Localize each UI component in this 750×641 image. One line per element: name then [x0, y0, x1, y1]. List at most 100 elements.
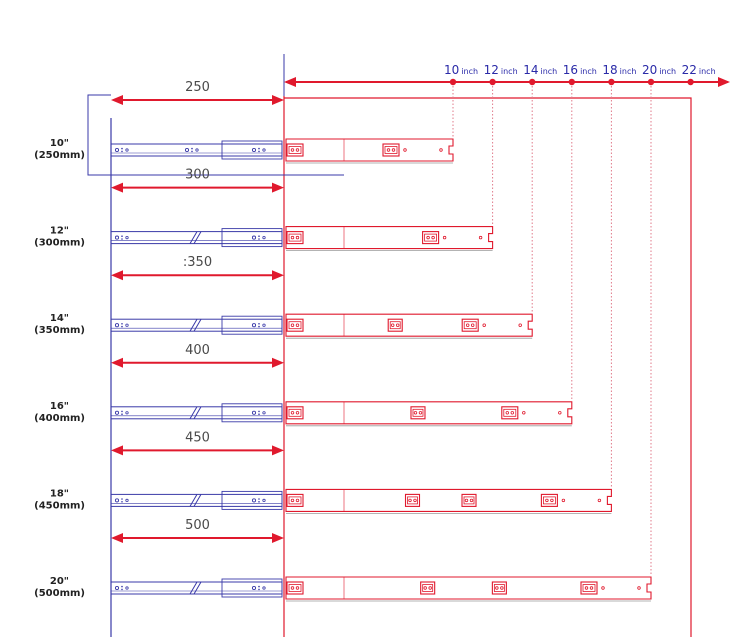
- cabinet-rail-end: [221, 490, 283, 510]
- drawer-rail-bracket: [540, 493, 558, 507]
- drawer-rail-hole: [601, 586, 605, 590]
- cabinet-rail-holes: [191, 147, 193, 150]
- drawer-rail-bracket: [545, 498, 549, 503]
- drawer-rail-bracket: [582, 584, 596, 592]
- cabinet-rail-holes: [251, 323, 257, 328]
- cabinet-rail-holes: [121, 501, 123, 503]
- cabinet-rail-holes: [258, 413, 260, 416]
- rail-row: 18"(450mm) 450: [34, 430, 612, 514]
- first-row-bracket: [87, 94, 344, 176]
- drawer-rail-bracket: [290, 235, 295, 240]
- scale-mark-dot: [568, 78, 575, 86]
- drawer-rail-bracket: [387, 318, 403, 332]
- drawer-rail-bracket: [493, 584, 505, 592]
- size-inch-label: 10": [50, 138, 69, 149]
- scale-mark-dot: [489, 78, 496, 86]
- drawer-rail: [285, 138, 454, 162]
- cabinet-rail-holes: [258, 588, 260, 591]
- drawer-rail-bracket: [431, 235, 435, 240]
- dimension-arrow-head-left: [111, 357, 123, 368]
- dimension-label: 450: [185, 430, 210, 445]
- dimension-arrow-head-left: [111, 182, 123, 193]
- dimension-label: 500: [185, 518, 210, 533]
- cabinet-rail-end: [221, 578, 283, 598]
- scale-mark-value: 18: [602, 63, 617, 77]
- cabinet-rail-holes: [121, 585, 123, 588]
- cabinet-rail-holes: [114, 235, 120, 240]
- drawer-rail-bracket: [295, 411, 300, 415]
- drawer-rail-bracket: [464, 498, 469, 503]
- drawer-rail-bracket: [290, 323, 295, 327]
- cabinet-rail: [110, 143, 283, 157]
- cabinet-rail-holes: [121, 498, 123, 500]
- size-inch-label: 18": [50, 488, 69, 499]
- drawer-rail-hole: [478, 235, 483, 240]
- drawer-rail-bracket: [286, 231, 304, 245]
- scale-mark-value: 20: [642, 63, 657, 77]
- drawer-rail-bracket: [503, 408, 517, 417]
- cabinet-rail-holes: [121, 323, 123, 325]
- rail-row: 20"(500mm) 500: [34, 518, 652, 602]
- drawer-rail-hole: [561, 498, 566, 503]
- cabinet-rail-holes: [121, 150, 123, 153]
- drawer-rail-hole: [558, 411, 562, 415]
- cabinet-rail-holes: [251, 147, 257, 153]
- rail-row: 14"(350mm):350: [34, 255, 533, 339]
- drawer-rail-bracket: [461, 318, 479, 332]
- cabinet-rail-holes: [121, 413, 123, 416]
- rail-break-mark: [189, 318, 202, 332]
- drawer-rail-bracket: [286, 406, 304, 420]
- drawer-rail-bracket: [495, 586, 499, 590]
- cabinet-rail-holes: [251, 410, 257, 415]
- cabinet-rail-end: [221, 315, 283, 335]
- drawer-rail: [285, 488, 612, 512]
- drawer-rail-bracket: [422, 231, 440, 245]
- drawer-rail-bracket: [501, 406, 519, 420]
- drawer-rail-bracket: [295, 498, 300, 503]
- drawer-rail-bracket: [288, 496, 302, 505]
- cabinet-rail-holes: [114, 498, 120, 503]
- drawer-rail-bracket: [469, 498, 474, 503]
- cabinet-rail-holes: [258, 585, 260, 588]
- drawer-rail-bracket: [550, 498, 554, 503]
- cabinet-rail-holes: [121, 410, 123, 413]
- scale-mark-value: 12: [484, 63, 499, 77]
- scale-mark-unit: inch: [540, 67, 557, 76]
- scale-mark-value: 22: [682, 63, 697, 77]
- cabinet-rail-holes: [251, 498, 257, 503]
- dimension-arrow-head-right: [272, 95, 284, 105]
- drawer-rail-bracket: [286, 493, 304, 507]
- scale-mark-label: 20 inch: [642, 63, 676, 77]
- drawer-rail-bracket: [505, 411, 509, 415]
- cabinet-rail-holes: [258, 325, 260, 328]
- drawer-rail-bracket: [286, 581, 304, 595]
- cabinet-rail-holes: [258, 235, 260, 237]
- drawer-rail-bracket: [384, 146, 398, 154]
- drawer-rail-bracket: [407, 496, 418, 505]
- size-mm-label: (450mm): [34, 500, 85, 511]
- scale-mark-label: 10 inch: [444, 63, 478, 77]
- cabinet-rail-holes: [262, 411, 266, 415]
- rail-break-mark: [189, 581, 202, 595]
- cabinet-rail-holes: [262, 498, 266, 502]
- size-mm-label: (350mm): [34, 325, 85, 336]
- scale-mark-dot: [608, 78, 615, 86]
- cabinet-rail-holes: [191, 150, 193, 153]
- dimension-arrow-head-left: [111, 445, 123, 456]
- drawer-rail-bracket: [389, 321, 401, 330]
- cabinet-rail-holes: [125, 586, 129, 590]
- drawer-rail-bracket: [413, 498, 417, 503]
- size-mm-label: (500mm): [34, 588, 85, 599]
- size-mm-label: (250mm): [34, 150, 85, 161]
- drawer-rail-bracket: [461, 493, 477, 507]
- drawer-rail-bracket: [295, 235, 300, 240]
- scale-arrow-head-left: [284, 77, 296, 87]
- drawer-rail-bracket: [290, 498, 295, 503]
- drawer-rail: [285, 576, 652, 600]
- drawer-rail-bracket: [510, 411, 514, 415]
- drawer-rail-bracket: [500, 586, 504, 590]
- size-inch-label: 16": [50, 401, 69, 412]
- drawer-rail-bracket: [413, 411, 418, 415]
- dimension-arrow-head-right: [272, 445, 284, 456]
